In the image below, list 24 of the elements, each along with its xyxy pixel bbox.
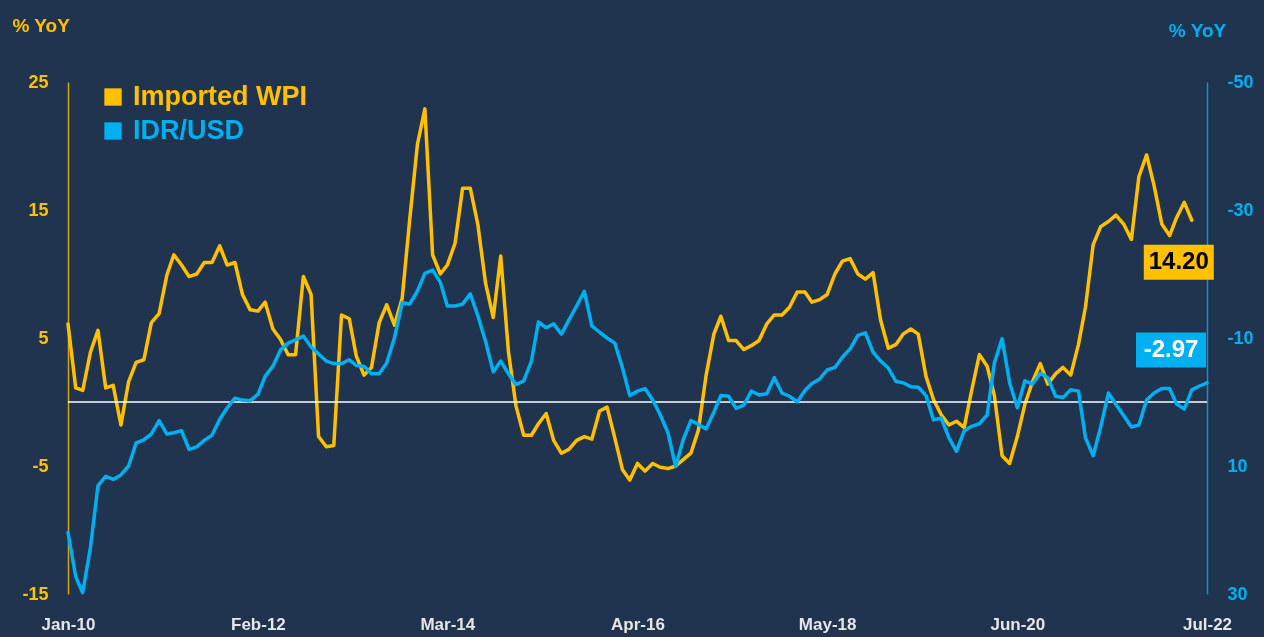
- y2-axis-title: % YoY: [1168, 19, 1227, 41]
- line-series: [66, 268, 1209, 595]
- x-tick-label: Jun-20: [990, 614, 1046, 634]
- data-label: 14.20: [1148, 247, 1209, 275]
- y-tick-label: 15: [28, 199, 49, 220]
- legend-label: Imported WPI: [133, 81, 307, 111]
- y-axis-title: % YoY: [12, 14, 71, 36]
- y-tick-label: -5: [32, 455, 49, 476]
- x-tick-label: Feb-12: [231, 614, 286, 634]
- y2-tick-label: -30: [1227, 199, 1254, 220]
- y2-tick-label: 30: [1227, 583, 1248, 604]
- y-tick-label: 5: [38, 327, 49, 348]
- legend-label: IDR/USD: [133, 115, 245, 145]
- y2-tick-label: 10: [1227, 455, 1248, 476]
- x-tick-label: Mar-14: [420, 614, 476, 634]
- x-tick-label: Jan-10: [41, 614, 96, 634]
- x-tick-label: Jul-22: [1182, 614, 1233, 634]
- y-tick-label: -15: [22, 583, 49, 604]
- y-tick-label: 25: [28, 71, 49, 92]
- x-tick-label: Apr-16: [611, 614, 665, 634]
- y2-tick-label: -50: [1227, 71, 1254, 92]
- x-tick-label: May-18: [798, 614, 857, 634]
- y2-tick-label: -10: [1227, 327, 1254, 348]
- data-label: -2.97: [1143, 334, 1199, 362]
